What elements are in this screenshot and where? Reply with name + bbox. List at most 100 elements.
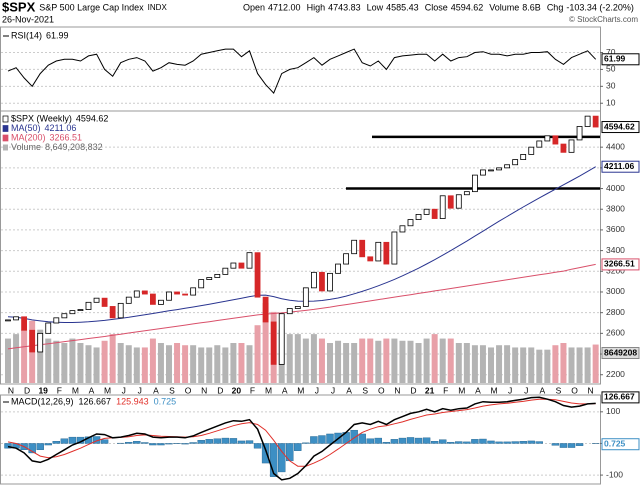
x-tick-label: N — [394, 385, 400, 395]
histogram-bar — [471, 439, 479, 444]
legend-value: 8,649,208,832 — [45, 142, 103, 152]
legend-value: 125.943 — [116, 396, 149, 406]
candle — [69, 310, 76, 315]
volume-bar — [496, 345, 503, 383]
volume-bar — [447, 338, 454, 383]
candle — [592, 115, 599, 128]
candle — [552, 135, 559, 145]
candle — [560, 143, 567, 153]
candle — [415, 214, 422, 220]
volume-bar — [254, 325, 261, 383]
volume-bar — [343, 343, 350, 383]
candle — [141, 290, 148, 295]
quote-label: Chg — [547, 2, 564, 12]
volume-bar — [327, 343, 333, 383]
legend-name: $SPX (Weekly) — [11, 113, 72, 123]
x-tick-label: A — [346, 385, 352, 395]
volume-bar — [53, 340, 60, 383]
histogram-bar — [52, 441, 60, 444]
candle — [45, 322, 52, 334]
volume-bar — [45, 338, 52, 383]
candle — [85, 301, 92, 310]
macd-value: 126.667 — [604, 392, 635, 402]
volume-bar — [407, 340, 414, 383]
histogram-bar — [527, 440, 535, 444]
volume-bar — [560, 343, 567, 383]
candle — [190, 287, 197, 296]
candle — [77, 309, 84, 311]
date: 26-Nov-2021 — [2, 14, 54, 24]
x-tick-label: N — [588, 385, 594, 395]
histogram-bar — [358, 433, 366, 444]
x-tick-label: A — [539, 385, 545, 395]
index-name: S&P 500 Large Cap Index — [39, 2, 144, 12]
last-value-box — [601, 53, 640, 66]
quote-label: Open — [243, 2, 265, 12]
legend-name: MA(50) — [11, 123, 41, 133]
candle — [174, 291, 180, 295]
histogram-bar — [229, 438, 238, 444]
volume-bar — [415, 343, 422, 383]
histogram-bar — [382, 441, 391, 444]
x-tick-label: M — [297, 385, 304, 395]
quote-value: -103.34 (-2.20%) — [566, 2, 634, 12]
candle — [544, 135, 551, 142]
candle — [423, 208, 430, 215]
volume-bar — [423, 338, 430, 383]
x-tick-label: N — [201, 385, 207, 395]
quote-value: 4712.00 — [268, 2, 301, 12]
volume-bar — [375, 340, 382, 383]
histogram-bar — [511, 441, 519, 444]
x-tick-label: N — [8, 385, 14, 395]
histogram-bar — [551, 443, 560, 446]
x-tick-label: M — [72, 385, 79, 395]
volume-bar — [61, 343, 68, 383]
volume-bar — [149, 338, 156, 383]
x-tick-label: A — [89, 385, 95, 395]
volume-bar — [85, 345, 92, 383]
y-tick-label: 3000 — [606, 286, 625, 296]
histogram-bar — [125, 441, 133, 444]
volume-bar — [246, 345, 253, 383]
ma-value: 3266.51 — [604, 259, 635, 269]
candle — [125, 296, 132, 304]
candle — [109, 306, 116, 319]
histogram-bar — [559, 443, 568, 448]
histogram-bar — [422, 437, 431, 444]
histogram-bar — [60, 438, 69, 444]
x-tick-label: D — [217, 385, 223, 395]
candle — [568, 139, 575, 153]
volume-bar — [439, 338, 446, 383]
candle — [439, 195, 446, 219]
x-tick-label: A — [153, 385, 159, 395]
legend-value: 0.725 — [154, 396, 177, 406]
x-tick-label: D — [24, 385, 30, 395]
volume-bar — [133, 347, 140, 383]
volume-bar — [222, 347, 229, 383]
candle — [294, 306, 301, 309]
x-tick-label: O — [185, 385, 192, 395]
legend-name: MACD(12,26,9) — [11, 396, 74, 406]
histogram-bar — [447, 441, 455, 444]
volume-bar — [383, 338, 390, 383]
candle — [246, 252, 253, 269]
candle — [53, 317, 60, 324]
volume-bar — [141, 347, 148, 383]
histogram-bar — [326, 433, 334, 444]
histogram-bar — [575, 443, 584, 446]
volume-bar — [592, 344, 599, 383]
signal-line — [7, 398, 596, 467]
quote-value: 4743.83 — [328, 2, 361, 12]
y-tick-label: 3400 — [606, 245, 625, 255]
candle — [512, 159, 519, 166]
volume-bar — [238, 343, 245, 383]
y-tick-label: 2800 — [606, 307, 625, 317]
candle — [13, 316, 19, 321]
histogram-bar — [221, 437, 230, 444]
volume-bar — [552, 345, 559, 383]
candle — [399, 225, 406, 233]
histogram-bar — [157, 443, 165, 446]
x-tick-label: 21 — [425, 385, 435, 395]
volume-bar — [125, 345, 132, 383]
